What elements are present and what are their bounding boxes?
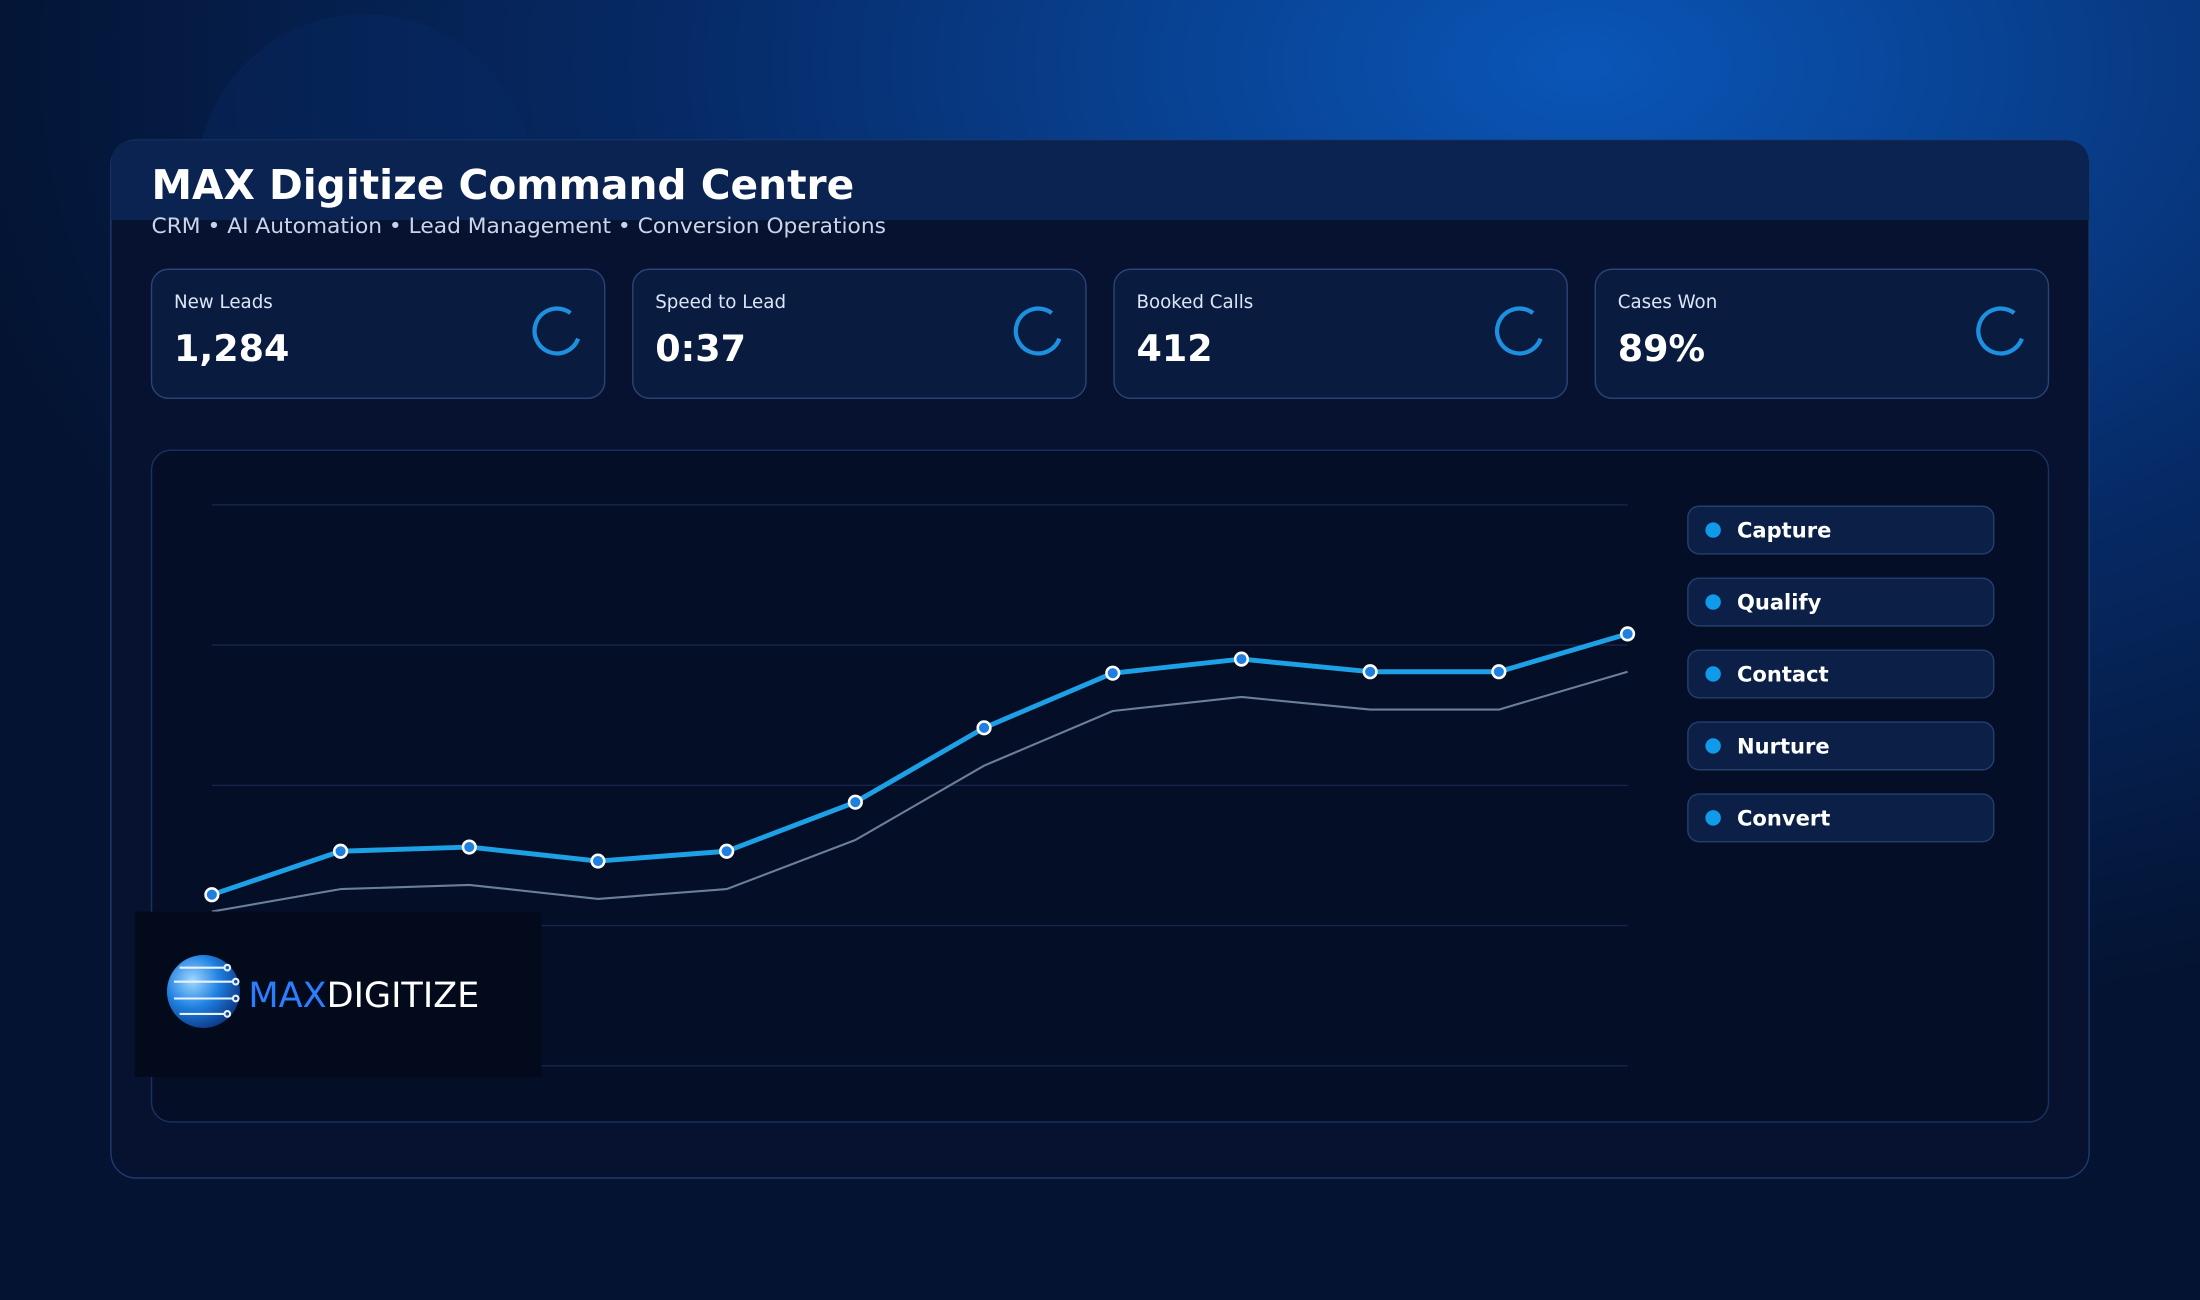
logo-part2: DIGITIZE <box>327 975 480 1016</box>
data-point <box>590 853 606 869</box>
series-line <box>211 631 1629 898</box>
kpi-card: New Leads 1,284 <box>150 268 606 399</box>
data-point <box>1105 665 1121 681</box>
logo-part1: MAX <box>248 975 326 1016</box>
header-band <box>110 140 2090 221</box>
data-point <box>976 720 992 736</box>
kpi-card: Booked Calls 412 <box>1113 268 1568 399</box>
logo-globe <box>166 955 240 1028</box>
stage-pill-bg <box>1687 649 1995 699</box>
stage-label: Convert <box>1737 805 1830 830</box>
kpi-value: 0:37 <box>655 327 746 370</box>
stage-pill-bg <box>1687 721 1995 771</box>
kpi-card: Cases Won 89% <box>1594 268 2050 399</box>
logo-text: MAXDIGITIZE <box>248 975 479 1016</box>
logo: MAXDIGITIZE <box>134 911 542 1078</box>
series-line <box>211 670 1628 913</box>
data-point <box>1619 626 1636 642</box>
kpi-card-bg <box>632 268 1087 399</box>
stage-label: Qualify <box>1737 589 1822 614</box>
data-point <box>204 887 220 903</box>
stage-list: Capture Qualify Contact Nurture Convert <box>1687 505 1995 843</box>
kpi-label: Booked Calls <box>1136 292 1253 313</box>
stage-pill: Nurture <box>1687 721 1995 771</box>
stage-pill: Capture <box>1687 505 1995 555</box>
stage-pill-bg <box>1687 505 1995 555</box>
kpi-card-bg <box>1113 268 1568 399</box>
stage-dot <box>1705 522 1721 538</box>
stage-pill: Contact <box>1687 649 1995 699</box>
stage-label: Capture <box>1737 518 1831 543</box>
data-point <box>719 843 735 859</box>
data-point <box>1362 664 1378 680</box>
kpi-label: Cases Won <box>1618 292 1718 313</box>
stage-pill-bg <box>1687 577 1995 627</box>
kpi-value: 412 <box>1136 327 1212 370</box>
kpi-value: 1,284 <box>174 327 289 370</box>
data-point <box>1233 651 1250 667</box>
subtitle: CRM • AI Automation • Lead Management • … <box>152 214 886 239</box>
kpi-value: 89% <box>1618 327 1705 370</box>
kpi-label: Speed to Lead <box>655 292 786 313</box>
logo-circuit <box>173 963 240 1018</box>
stage-label: Contact <box>1737 661 1829 686</box>
data-point <box>847 794 863 810</box>
stage-dot <box>1705 594 1721 610</box>
stage-dot <box>1705 810 1721 826</box>
stage-pill-bg <box>1687 793 1995 843</box>
stage-pill: Convert <box>1687 793 1995 843</box>
stage-pill: Qualify <box>1687 577 1995 627</box>
kpi-card-bg <box>150 268 606 399</box>
stage-label: Nurture <box>1737 733 1830 758</box>
data-point <box>1491 664 1507 680</box>
kpi-card-bg <box>1594 268 2050 399</box>
title: MAX Digitize Command Centre <box>152 161 855 209</box>
kpi-row: New Leads 1,284 Speed to Lead 0:37 Booked Ca… <box>150 268 2050 399</box>
kpi-label: New Leads <box>174 292 273 313</box>
kpi-card: Speed to Lead 0:37 <box>632 268 1087 399</box>
data-point <box>332 843 349 859</box>
kpi-ring <box>1013 306 1063 356</box>
kpi-ring <box>532 306 582 356</box>
data-point <box>461 839 477 855</box>
stage-dot <box>1705 666 1721 682</box>
stage-dot <box>1705 738 1721 754</box>
